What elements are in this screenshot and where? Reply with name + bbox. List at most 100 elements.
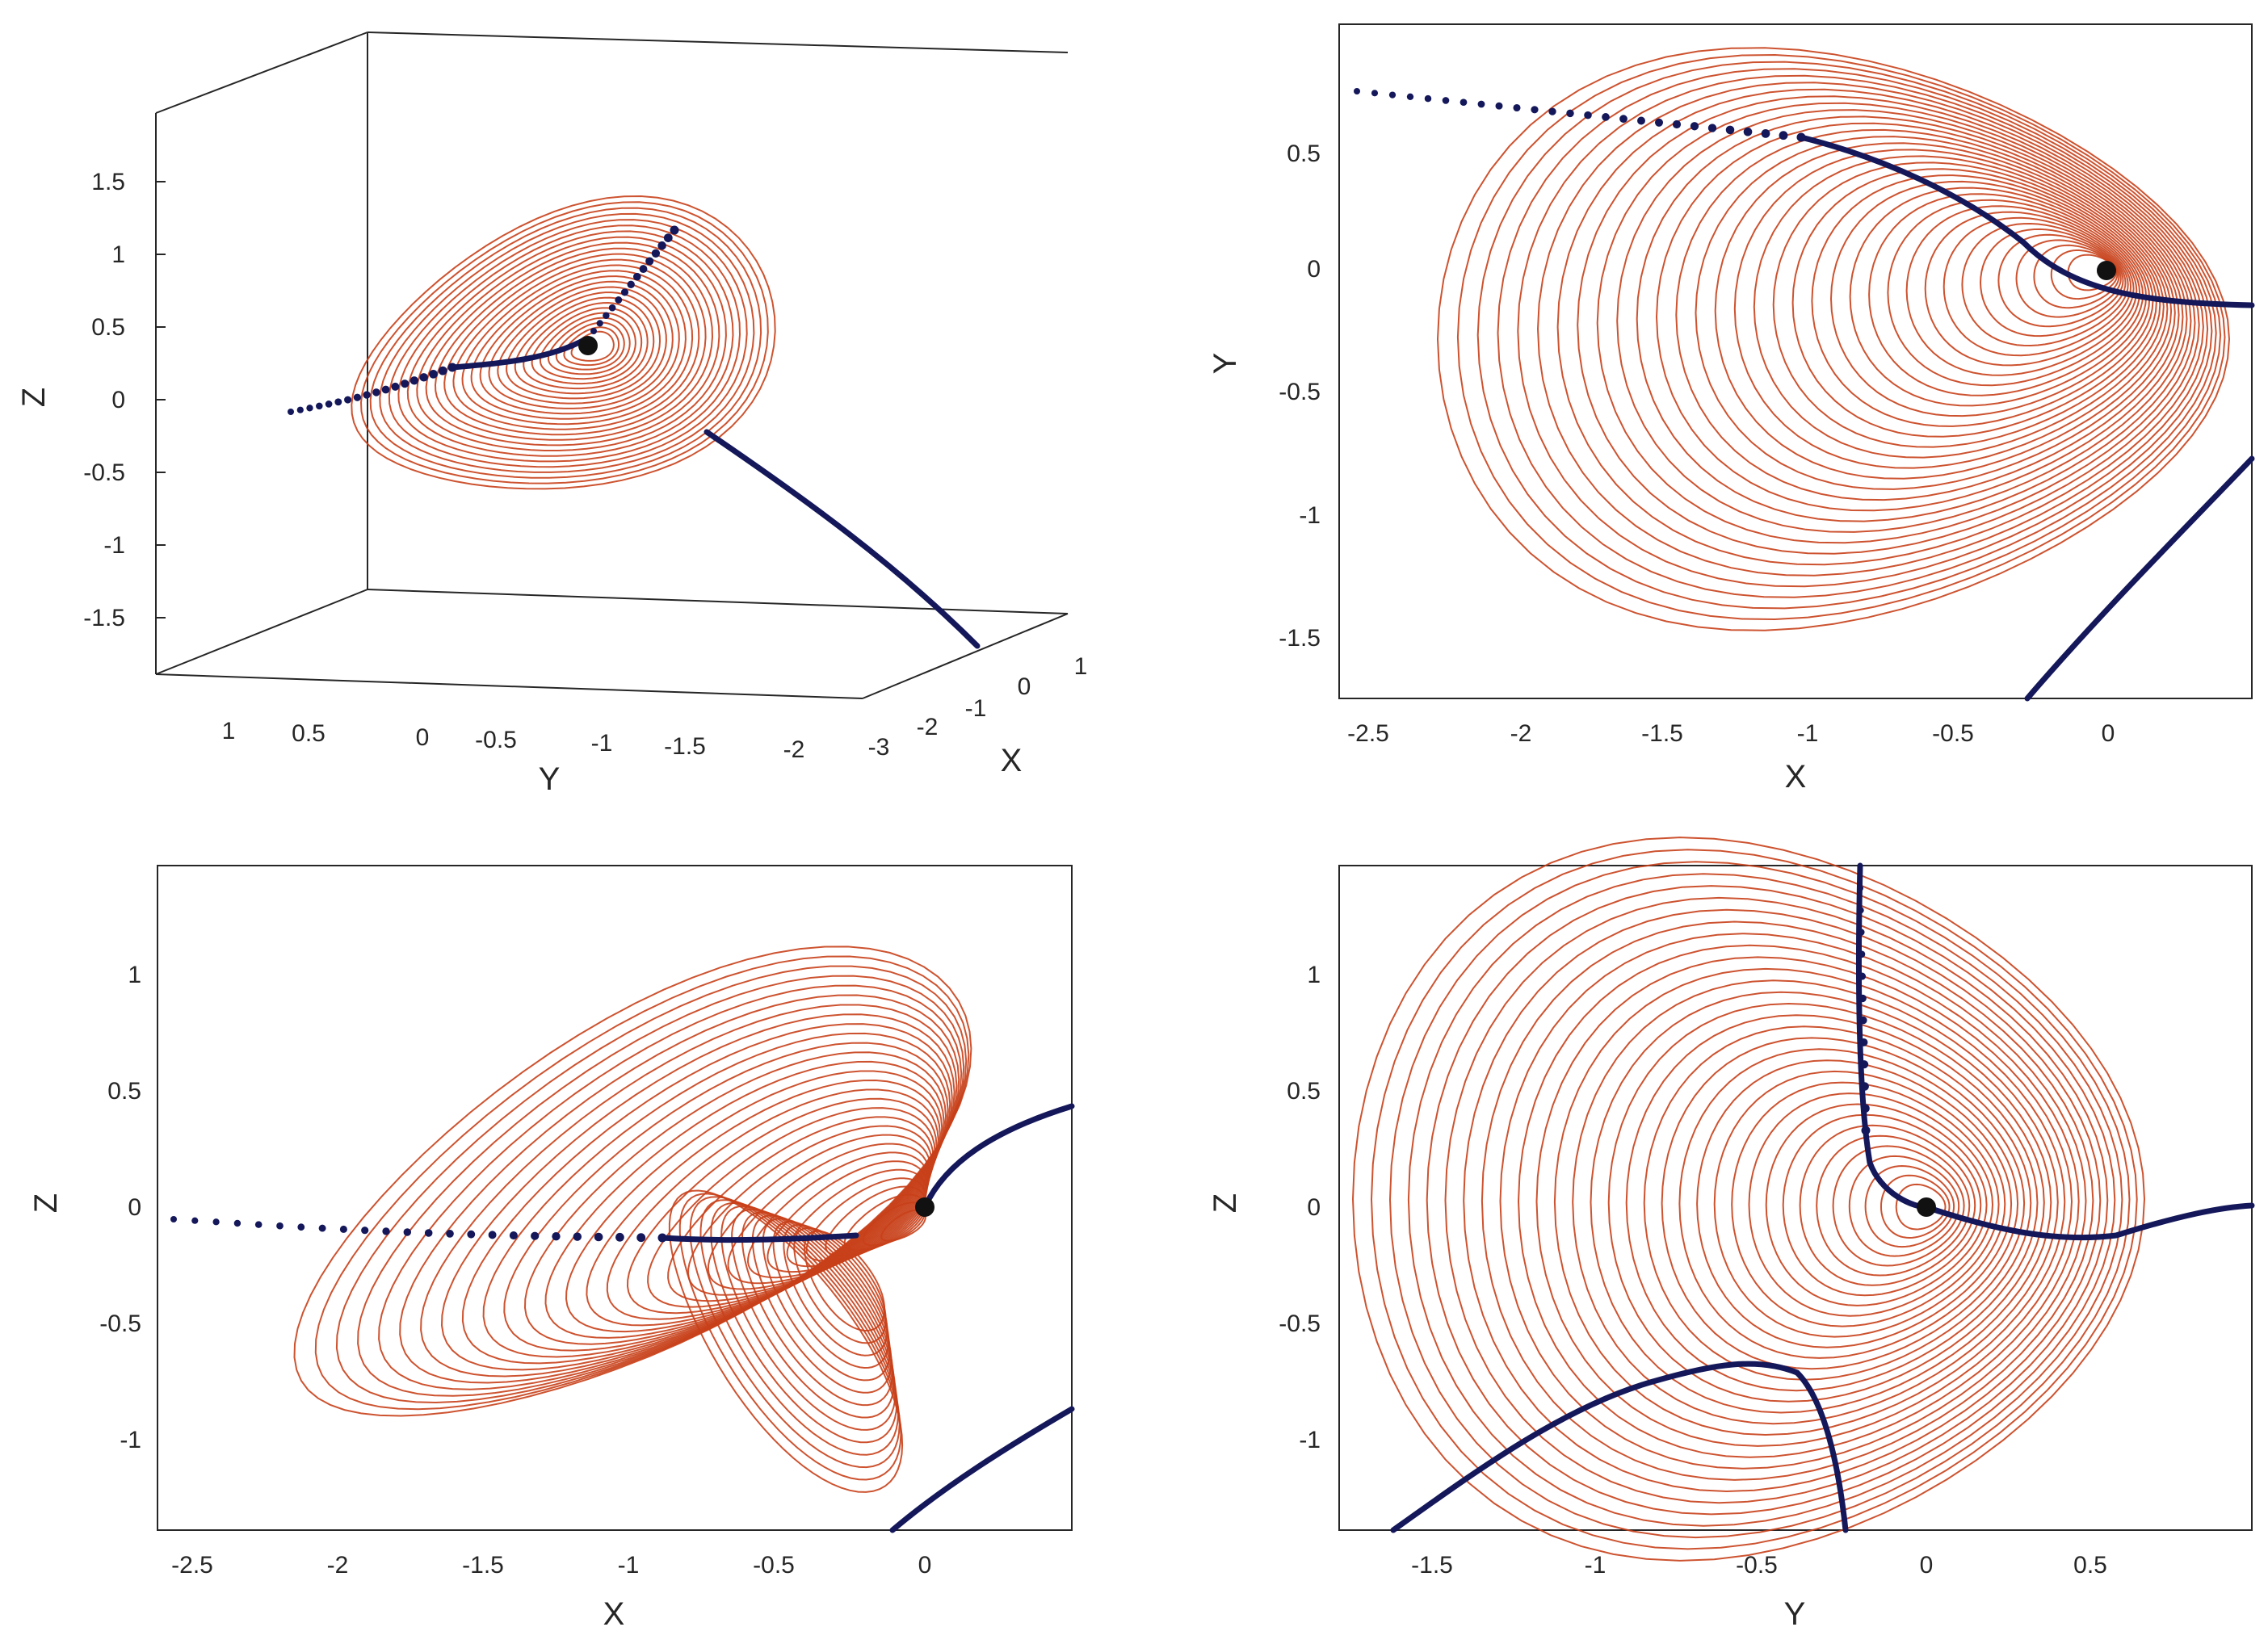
y-tick-label: -1 xyxy=(120,1427,141,1453)
attractor-loop xyxy=(1596,102,2196,544)
manifold-dot xyxy=(1761,129,1770,138)
manifold-dot xyxy=(1725,125,1735,135)
attractor-loop xyxy=(1997,233,2124,328)
x-tick-label: -0.5 xyxy=(1932,720,1974,747)
manifold-dot xyxy=(645,257,654,266)
unstable-manifold-upper-xz xyxy=(922,1103,1075,1210)
attractor-loop xyxy=(1942,216,2132,357)
manifold-dot xyxy=(1860,1060,1869,1069)
z-tick-label: -0.5 xyxy=(83,459,125,486)
x-axis-label-3d: X xyxy=(1001,743,1023,778)
manifold-dot xyxy=(1354,88,1360,94)
manifold-dot xyxy=(1388,91,1396,99)
attractor-loop xyxy=(1772,161,2161,448)
y-axis-label-yz: Z xyxy=(1208,1193,1243,1213)
attractor-loop xyxy=(434,247,714,441)
manifold-dot xyxy=(212,1218,220,1226)
attractor-loop xyxy=(539,312,636,380)
attractor-loop xyxy=(531,307,643,385)
attractor-loop xyxy=(359,201,769,484)
manifold-dot xyxy=(296,406,304,413)
manifold-dot xyxy=(1442,97,1450,104)
attractor-loop xyxy=(440,1013,956,1371)
attractor-loop xyxy=(379,212,755,473)
attractor-loop xyxy=(1924,211,2135,367)
manifold-dot xyxy=(233,1219,242,1227)
x-ticks-3d: -3 -2 -1 0 1 xyxy=(868,653,1088,761)
attractor-loop xyxy=(1753,155,2165,459)
attractor-loop xyxy=(461,264,694,426)
attractor-3d xyxy=(351,195,776,490)
attractor-loop xyxy=(741,1211,894,1407)
y-tick-label: -1 xyxy=(1299,502,1321,529)
attractor-loop xyxy=(1556,88,2204,566)
y-tick-label: -0.5 xyxy=(475,727,517,753)
y-tick-label: 0 xyxy=(416,724,430,751)
manifold-dot xyxy=(363,391,371,399)
y-tick-label: 0 xyxy=(1307,1194,1321,1221)
attractor-loop xyxy=(1655,122,2184,512)
y-tick-label: 0 xyxy=(128,1194,141,1221)
panel-xy: -2.5 -2 -1.5 -1 -0.5 0 0.5 0 -0.5 -1 -1.… xyxy=(1208,23,2255,795)
attractor-loop xyxy=(731,1208,895,1419)
z-tick-label: 0 xyxy=(111,387,125,413)
manifold-dot xyxy=(344,396,352,404)
attractor-loop xyxy=(523,1051,947,1345)
attractor-loop xyxy=(710,1201,898,1444)
x-tick-label: 0.5 xyxy=(2073,1552,2107,1579)
manifold-dot xyxy=(403,1228,412,1236)
y-tick-label: 1 xyxy=(222,718,236,744)
manifold-dot xyxy=(1857,907,1864,914)
panel-yz: -1.5 -1 -0.5 0 0.5 1 0.5 0 -0.5 -1 Y Z xyxy=(1208,837,2255,1632)
attractor-loop xyxy=(2033,244,2120,309)
y-tick-label: -1 xyxy=(591,730,613,757)
manifold-dot xyxy=(191,1217,199,1224)
manifold-dot xyxy=(1406,93,1414,100)
attractor-loop xyxy=(1678,1048,2019,1359)
y-axis-label-xy: Y xyxy=(1208,353,1243,375)
manifold-dot xyxy=(170,1216,177,1222)
manifold-dot xyxy=(657,241,666,250)
x-tick-label: 0 xyxy=(1018,673,1031,700)
attractor-loop xyxy=(357,975,965,1397)
attractor-loop xyxy=(1536,82,2209,577)
attractor-loop xyxy=(1370,849,2138,1550)
panel-xz: -2.5 -2 -1.5 -1 -0.5 0 1 0.5 0 -0.5 -1 X… xyxy=(28,865,1075,1632)
ticks-xz: -2.5 -2 -1.5 -1 -0.5 0 1 0.5 0 -0.5 -1 xyxy=(99,962,931,1579)
unstable-manifold-3d xyxy=(704,429,981,649)
manifold-dot xyxy=(381,385,390,394)
attractor-loop xyxy=(1695,136,2176,490)
unstable-manifold-xy xyxy=(2024,455,2255,702)
manifold-dot xyxy=(594,1232,603,1242)
attractor-loop xyxy=(793,1227,887,1344)
manifold-dot xyxy=(1858,994,1867,1003)
manifold-dot xyxy=(1743,127,1753,136)
attractor-loop xyxy=(766,1160,928,1273)
attractor-loop xyxy=(1811,174,2154,427)
attractor-loop xyxy=(720,1205,897,1431)
manifold-dot xyxy=(620,288,629,296)
z-ticks-3d: 1.5 1 0.5 0 -0.5 -1 -1.5 xyxy=(83,169,166,631)
manifold-dot xyxy=(276,1222,284,1230)
y-tick-label: 1 xyxy=(1307,962,1321,988)
attractor-loop xyxy=(1476,61,2222,610)
manifold-dot xyxy=(1371,90,1379,97)
x-tick-label: -1.5 xyxy=(1411,1552,1453,1579)
x-axis-label-xy: X xyxy=(1785,759,1807,795)
attractor-loop xyxy=(727,1143,930,1285)
attractor-loop xyxy=(1829,180,2151,417)
attractor-loop xyxy=(470,270,687,420)
manifold-dot xyxy=(1859,1038,1868,1046)
manifold-dot xyxy=(447,363,457,372)
manifold-dot xyxy=(1858,1016,1867,1025)
manifold-dot xyxy=(1858,950,1866,958)
x-tick-label: -3 xyxy=(868,734,890,761)
attractor-loop xyxy=(1407,873,2123,1527)
attractor-loop xyxy=(1791,168,2157,438)
attractor-loop xyxy=(1979,228,2127,338)
attractor-loop xyxy=(1816,1134,1971,1277)
y-tick-label: 0.5 xyxy=(292,720,326,747)
manifold-dot xyxy=(391,382,400,391)
z-tick-label: -1.5 xyxy=(83,605,125,631)
attractor-loop xyxy=(772,1221,890,1369)
